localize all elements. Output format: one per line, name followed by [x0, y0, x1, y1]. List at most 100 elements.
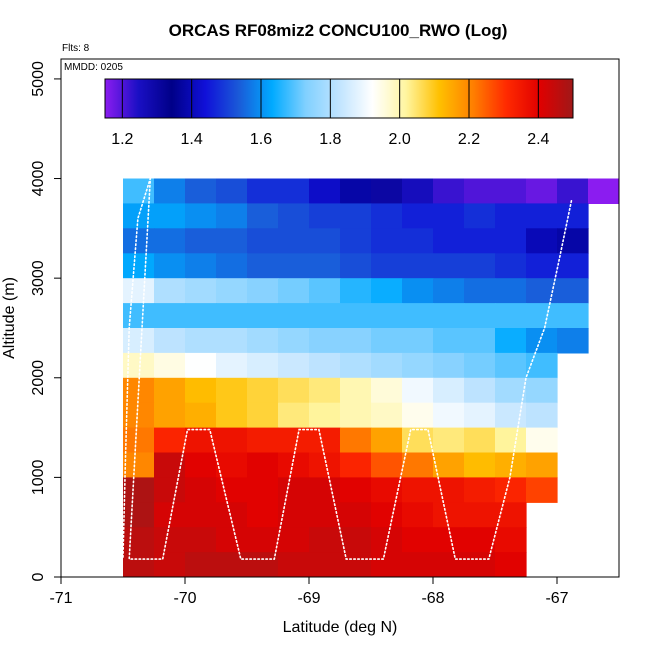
heatmap-cell: [309, 303, 341, 329]
heatmap-cell: [557, 203, 589, 229]
heatmap-cell: [278, 328, 310, 354]
flight-track-line: [122, 178, 573, 560]
heatmap-cell: [185, 203, 217, 229]
y-tick-label: 2000: [30, 360, 47, 396]
heatmap-cell: [495, 328, 527, 354]
heatmap-cell: [247, 552, 279, 577]
heatmap-cell: [123, 427, 155, 454]
heatmap-cell: [154, 352, 186, 379]
heatmap-cell: [247, 452, 279, 478]
heatmap-cell: [402, 377, 434, 404]
colorbar-tick-label: 1.2: [111, 131, 133, 148]
heatmap-cell: [185, 178, 217, 204]
heatmap-cell: [154, 452, 186, 478]
heatmap-cell: [495, 203, 527, 229]
heatmap-cell: [154, 552, 186, 577]
heatmap-cell: [340, 328, 372, 354]
x-tick-label: -69: [297, 590, 320, 607]
heatmap-cell: [123, 253, 155, 279]
x-axis: -71 -70 -69 -68 -67: [49, 577, 569, 607]
heatmap-cell: [433, 477, 465, 503]
heatmap-cell: [185, 377, 217, 404]
heatmap-cell: [371, 552, 403, 577]
heatmap-cell: [216, 228, 248, 254]
heatmap-cell: [154, 303, 186, 329]
heatmap-cell: [340, 278, 372, 304]
heatmap-cell: [557, 303, 589, 329]
heatmap-cell: [278, 527, 310, 553]
heatmap-cell: [433, 452, 465, 478]
heatmap-cell: [433, 527, 465, 553]
heatmap-cell: [185, 228, 217, 254]
heatmap-cell: [464, 178, 496, 204]
heatmap-cell: [464, 452, 496, 478]
heatmap-cell: [309, 377, 341, 404]
heatmap-cell: [216, 477, 248, 503]
heatmap-cell: [371, 303, 403, 329]
heatmap-cell: [247, 253, 279, 279]
heatmap-cell: [154, 328, 186, 354]
heatmap-cell: [278, 402, 310, 429]
heatmap-cell: [247, 203, 279, 229]
heatmap-cell: [247, 427, 279, 454]
heatmap-cell: [340, 452, 372, 478]
heatmap-cell: [402, 552, 434, 577]
heatmap-cell: [123, 228, 155, 254]
heatmap-cell: [371, 278, 403, 304]
heatmap-cell: [185, 502, 217, 528]
heatmap-cell: [340, 402, 372, 429]
x-tick-label: -68: [421, 590, 444, 607]
y-tick-label: 5000: [30, 61, 47, 97]
heatmap-cell: [464, 527, 496, 553]
heatmap-cell: [309, 502, 341, 528]
heatmap-cell: [340, 527, 372, 553]
heatmap-cell: [185, 303, 217, 329]
heatmap-cell: [185, 402, 217, 429]
heatmap-cell: [495, 552, 527, 577]
heatmap-cell: [526, 328, 558, 354]
colorbar-tick-label: 1.4: [181, 131, 203, 148]
heatmap-cell: [216, 527, 248, 553]
heatmap-cell: [557, 278, 589, 304]
heatmap-cell: [433, 228, 465, 254]
heatmap-cell: [340, 352, 372, 379]
heatmap-cell: [371, 228, 403, 254]
heatmap-cell: [340, 377, 372, 404]
heatmap-cell: [185, 427, 217, 454]
heatmap-cell: [371, 203, 403, 229]
heatmap-cell: [123, 552, 155, 577]
heatmap-cell: [464, 352, 496, 379]
heatmap-cell: [402, 253, 434, 279]
heatmap-cell: [154, 377, 186, 404]
flights-label: Flts: 8: [62, 43, 90, 54]
heatmap-cell: [464, 377, 496, 404]
heatmap-cell: [526, 253, 558, 279]
heatmap-cell: [526, 377, 558, 404]
heatmap-cell: [247, 228, 279, 254]
heatmap-cell: [464, 278, 496, 304]
heatmap-cell: [216, 328, 248, 354]
heatmap-cell: [495, 527, 527, 553]
heatmap-cell: [402, 477, 434, 503]
heatmap-cell: [433, 303, 465, 329]
heatmap-cell: [464, 402, 496, 429]
heatmap-cell: [247, 502, 279, 528]
chart-title: ORCAS RF08miz2 CONCU100_RWO (Log): [169, 21, 508, 40]
heatmap-cell: [185, 477, 217, 503]
heatmap-cell: [123, 402, 155, 429]
heatmap-cell: [495, 502, 527, 528]
heatmap-cell: [185, 328, 217, 354]
x-axis-label: Latitude (deg N): [283, 619, 398, 636]
heatmap-cell: [123, 278, 155, 304]
heatmap-cell: [371, 178, 403, 204]
flight-track: [122, 178, 573, 560]
heatmap-cell: [495, 303, 527, 329]
heatmap-cell: [154, 427, 186, 454]
heatmap-cell: [464, 303, 496, 329]
heatmap-cell: [526, 303, 558, 329]
heatmap-cell: [123, 527, 155, 553]
heatmap-cell: [526, 203, 558, 229]
heatmap-cell: [433, 253, 465, 279]
heatmap-cell: [495, 253, 527, 279]
heatmap-cell: [216, 377, 248, 404]
